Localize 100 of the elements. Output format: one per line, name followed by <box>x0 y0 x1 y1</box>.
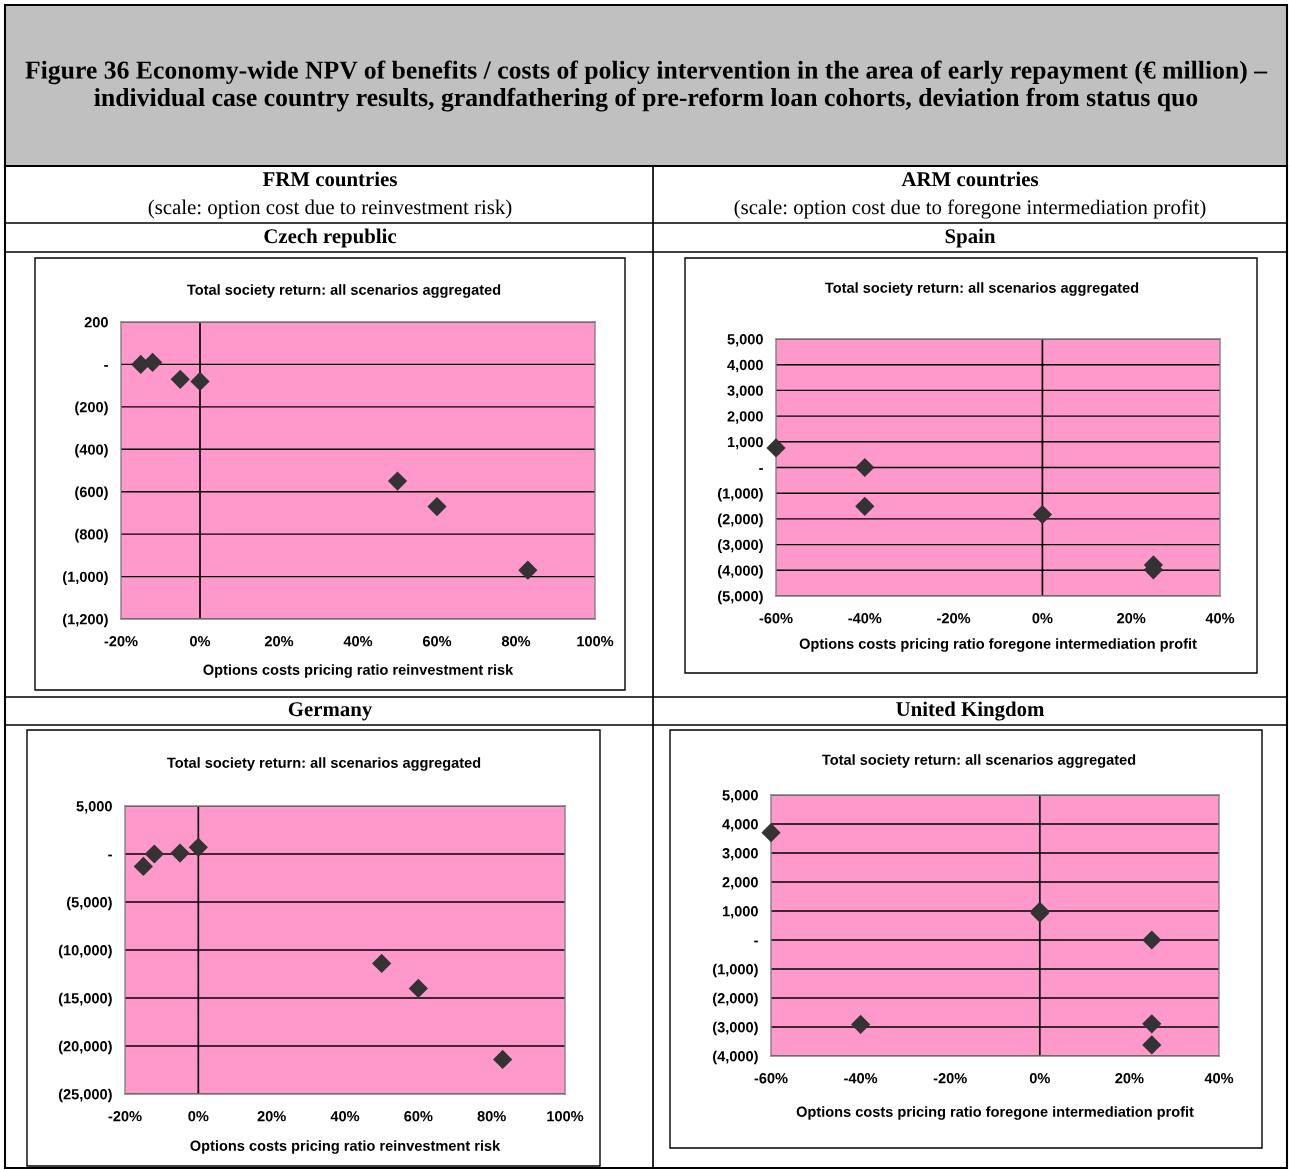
y-tick-label: 4,000 <box>727 359 763 373</box>
y-tick-label: (4,000) <box>713 1050 758 1065</box>
y-tick-label: (600) <box>75 486 108 501</box>
x-tick-label: -40% <box>844 1073 878 1084</box>
x-tick-label: 40% <box>1204 1073 1234 1084</box>
y-tick-label: (15,000) <box>58 992 112 1007</box>
y-tick-label: 4,000 <box>722 819 758 832</box>
y-tick-label: (4,000) <box>718 565 763 579</box>
point <box>518 560 538 580</box>
chart-subtitle: Total society return: all scenarios aggregated <box>167 757 481 771</box>
y-tick-label: (1,200) <box>63 613 108 628</box>
point <box>144 844 164 864</box>
x-tick-label: 0% <box>190 636 211 647</box>
y-tick-label: (3,000) <box>718 539 763 553</box>
point <box>855 496 875 516</box>
point <box>761 823 781 843</box>
y-tick-label: 200 <box>84 317 108 328</box>
x-tick-label: 20% <box>257 1111 286 1122</box>
point <box>1142 930 1162 950</box>
x-tick-label: 100% <box>577 636 614 647</box>
y-tick-label: (1,000) <box>63 571 108 585</box>
point <box>1142 1035 1162 1055</box>
x-tick-label: 100% <box>547 1111 584 1122</box>
y-tick-label: (20,000) <box>58 1040 112 1055</box>
x-tick-label: 20% <box>1117 613 1146 624</box>
text: (scale: option cost due to reinvestment risk) <box>148 199 512 219</box>
y-tick-label: 5,000 <box>722 790 758 803</box>
y-tick-label: (25,000) <box>58 1088 112 1103</box>
x-tick-label: 0% <box>1032 613 1053 624</box>
y-tick-label: 1,000 <box>727 436 763 450</box>
y-tick-label: (10,000) <box>58 944 112 959</box>
point <box>850 1014 871 1035</box>
point <box>493 1049 513 1070</box>
chart-title: Spain <box>945 228 996 248</box>
text: Figure 36 Economy-wide NPV of benefits / costs of policy intervention in the area of early repayment (€ million) – individual case country results, grandfathering of pre-reform loan cohorts, deviation from status quo <box>25 60 1268 112</box>
y-tick-label: 5,000 <box>76 801 112 814</box>
chart-subtitle: Total society return: all scenarios aggregated <box>187 284 501 298</box>
point <box>188 837 208 857</box>
point <box>133 856 153 877</box>
y-tick-label: (5,000) <box>718 590 763 605</box>
y-tick-label: (400) <box>75 444 108 458</box>
y-tick-label: 3,000 <box>722 848 758 861</box>
x-tick-label: 80% <box>477 1111 506 1122</box>
x-tick-label: -20% <box>108 1111 142 1122</box>
point <box>170 843 190 863</box>
x-tick-label: 0% <box>1029 1073 1050 1084</box>
chart-subtitle: Total society return: all scenarios aggregated <box>825 282 1139 296</box>
point <box>142 352 163 372</box>
point <box>190 371 210 392</box>
y-tick-label: - <box>108 854 112 857</box>
x-tick-label: 0% <box>188 1111 209 1122</box>
x-tick-label: -60% <box>759 613 793 624</box>
x-tick-label: -20% <box>933 1073 967 1084</box>
chart-subtitle: Total society return: all scenarios aggregated <box>822 754 1136 768</box>
text: ARM countries <box>901 171 1039 187</box>
point <box>372 953 392 974</box>
y-tick-label: 2,000 <box>722 877 758 890</box>
point <box>855 457 875 478</box>
chart-title: Germany <box>288 702 373 721</box>
point <box>1032 504 1053 525</box>
x-tick-label: 60% <box>422 636 452 647</box>
y-tick-label: 5,000 <box>727 334 763 347</box>
point <box>387 471 408 491</box>
x-tick-label: 20% <box>1115 1073 1144 1084</box>
point <box>1142 1014 1162 1034</box>
x-tick-label: -60% <box>754 1073 788 1084</box>
point <box>766 438 786 458</box>
point <box>170 369 190 389</box>
x-tick-label: 40% <box>343 636 373 647</box>
chart-title: Czech republic <box>264 228 397 248</box>
y-tick-label: 1,000 <box>722 906 758 919</box>
point <box>427 496 447 517</box>
x-axis-title: Options costs pricing ratio foregone intermediation profit <box>796 1106 1194 1120</box>
y-tick-label: (1,000) <box>713 963 758 978</box>
chart-title: United Kingdom <box>896 701 1045 721</box>
x-axis-title: Options costs pricing ratio foregone intermediation profit <box>799 638 1197 652</box>
x-tick-label: -40% <box>848 613 882 624</box>
x-tick-label: 40% <box>1205 613 1235 624</box>
y-tick-label: (200) <box>75 401 108 416</box>
y-tick-label: 2,000 <box>727 411 763 424</box>
x-tick-label: 80% <box>501 636 531 647</box>
y-tick-label: - <box>759 468 763 470</box>
text: FRM countries <box>262 171 397 187</box>
x-tick-label: 20% <box>264 636 294 647</box>
y-tick-label: - <box>754 940 758 943</box>
x-axis-title: Options costs pricing ratio reinvestment risk <box>203 664 514 678</box>
y-tick-label: (3,000) <box>713 1021 758 1036</box>
x-tick-label: -20% <box>937 613 971 624</box>
y-tick-label: (2,000) <box>713 992 758 1007</box>
x-tick-label: 40% <box>330 1111 360 1122</box>
y-tick-label: 3,000 <box>727 385 763 398</box>
x-axis-title: Options costs pricing ratio reinvestment risk <box>190 1140 501 1154</box>
text: (scale: option cost due to foregone intermediation profit) <box>734 199 1206 219</box>
y-tick-label: (2,000) <box>718 513 763 528</box>
y-tick-label: - <box>104 365 108 367</box>
point <box>408 978 428 999</box>
y-tick-label: (1,000) <box>718 487 763 502</box>
x-tick-label: 60% <box>404 1111 433 1122</box>
x-tick-label: -20% <box>104 636 138 647</box>
y-tick-label: (800) <box>75 528 108 543</box>
